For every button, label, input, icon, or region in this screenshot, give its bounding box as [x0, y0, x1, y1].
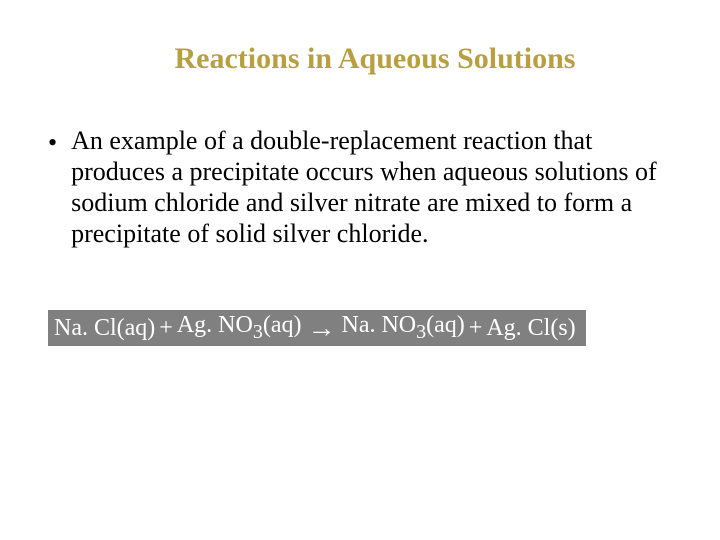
bullet-item: • An example of a double-replacement rea… [48, 125, 670, 249]
eq-plus1: + [157, 315, 175, 342]
arrow-icon: → [303, 313, 339, 345]
slide-title: Reactions in Aqueous Solutions [0, 42, 720, 76]
title-text: Reactions in Aqueous Solutions [175, 42, 576, 75]
bullet-marker: • [48, 127, 57, 159]
eq-product1-sub: 3 [416, 321, 426, 343]
bullet-block: • An example of a double-replacement rea… [48, 125, 670, 249]
eq-product1: Na. NO3(aq) [339, 312, 466, 344]
eq-reactant2-base: Ag. NO [177, 312, 253, 338]
equation-bar: Na. Cl(aq) + Ag. NO3(aq) → Na. NO3(aq) +… [48, 310, 586, 346]
bullet-text: An example of a double-replacement react… [71, 125, 670, 249]
eq-plus2: + [467, 315, 485, 342]
eq-product1-tail: (aq) [426, 312, 465, 338]
eq-reactant2-tail: (aq) [263, 312, 302, 338]
eq-product2: Ag. Cl(s) [484, 315, 577, 342]
eq-reactant2-sub: 3 [253, 321, 263, 343]
eq-reactant2: Ag. NO3(aq) [175, 312, 304, 344]
slide: Reactions in Aqueous Solutions • An exam… [0, 0, 720, 540]
eq-reactant1: Na. Cl(aq) [52, 315, 157, 342]
eq-product1-base: Na. NO [341, 312, 416, 338]
